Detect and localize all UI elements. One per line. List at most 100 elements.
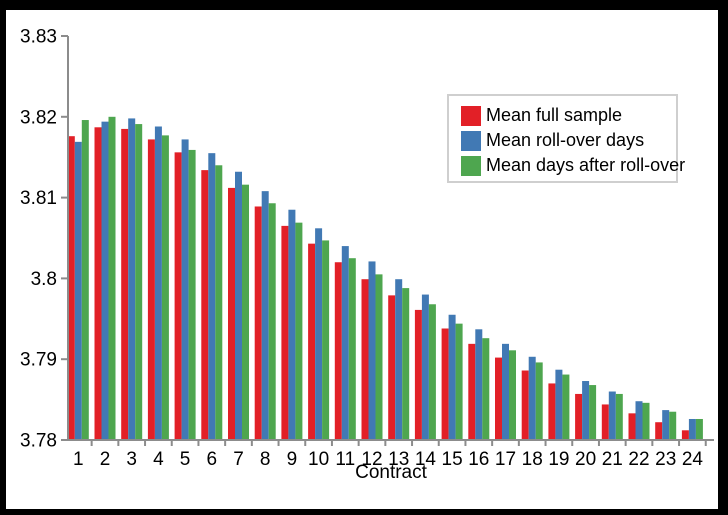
y-tick-label: 3.8 [31,269,57,290]
bar-s0-c7 [228,187,235,440]
bar-s0-c4 [147,139,155,441]
x-tick-label: 20 [575,449,596,470]
x-tick-label: 18 [522,449,543,470]
bar-s0-c13 [388,295,396,440]
bar-s1-c11 [341,246,349,440]
bar-s0-c6 [201,170,209,440]
bar-s2-c1 [81,120,89,440]
bar-s2-c24 [695,418,703,440]
bar-s2-c4 [161,135,169,440]
legend-swatch-green [461,155,481,176]
bar-s2-c20 [589,385,597,440]
x-tick-label: 19 [548,449,569,470]
legend-swatch-red [461,105,481,126]
x-tick-label: 9 [287,449,298,470]
bar-s2-c7 [242,184,249,440]
bar-s2-c18 [535,362,543,440]
x-tick-label: 24 [682,449,704,470]
y-tick-label: 3.81 [20,188,57,209]
bar-s1-c21 [608,391,616,440]
bar-s0-c9 [281,225,289,440]
x-axis-title: Contract [355,462,427,483]
legend-item-days-after-roll-over: Mean days after roll-over [461,153,685,178]
bar-s0-c10 [308,243,316,440]
bar-s0-c20 [575,393,583,440]
x-tick-label: 14 [415,449,437,470]
legend-label: Mean roll-over days [486,130,645,150]
bar-s0-c12 [361,279,369,440]
bar-s1-c23 [662,410,670,440]
y-tick-label: 3.82 [20,107,57,128]
bar-s2-c10 [322,240,330,440]
bar-s1-c6 [208,153,216,440]
bar-s0-c16 [468,343,476,440]
bar-s2-c19 [562,374,570,440]
bar-s1-c9 [288,209,296,440]
bar-s0-c3 [121,128,129,441]
bar-s2-c3 [135,124,143,440]
bar-s1-c15 [448,314,456,440]
bar-s2-c13 [402,288,410,440]
bar-s1-c2 [101,121,109,441]
bar-s0-c19 [548,383,556,440]
bar-s0-c22 [628,413,636,440]
bar-s2-c8 [268,203,276,440]
x-tick-label: 3 [126,449,137,470]
legend-item-roll-over-days: Mean roll-over days [461,128,676,153]
x-tick-label: 16 [468,449,489,470]
x-tick-label: 8 [260,449,271,470]
legend-item-full-sample: Mean full sample [461,103,676,128]
bar-s1-c4 [154,126,162,440]
x-tick-label: 6 [207,449,218,470]
bar-s0-c18 [521,370,529,440]
x-tick-label: 22 [628,449,649,470]
bar-s0-c11 [334,262,342,440]
bar-s2-c6 [215,165,223,440]
bar-s1-c8 [261,191,269,440]
bar-s0-c17 [495,357,502,440]
bar-s0-c1 [67,136,75,440]
legend-label: Mean days after roll-over [486,155,686,175]
x-tick-label: 10 [308,449,329,470]
bar-s1-c17 [502,343,509,440]
bar-s1-c7 [235,171,242,441]
y-tick-label: 3.79 [20,350,57,371]
legend-label: Mean full sample [486,105,623,125]
bar-s2-c9 [295,222,303,440]
x-tick-label: 5 [180,449,191,470]
y-tick-label: 3.78 [20,431,57,452]
bar-s0-c15 [441,328,449,440]
bar-s2-c12 [375,274,383,440]
bar-s1-c10 [315,228,323,440]
x-tick-label: 1 [73,449,84,470]
x-tick-label: 23 [655,449,676,470]
bar-s1-c20 [582,381,590,440]
bar-s2-c14 [428,304,436,440]
bar-s1-c1 [74,141,82,440]
x-tick-label: 4 [153,449,164,470]
bar-s1-c19 [555,369,563,440]
bar-s2-c17 [509,350,516,440]
bar-s2-c16 [482,338,490,440]
bar-s2-c5 [188,149,196,440]
bar-s1-c13 [395,279,403,440]
bar-s0-c8 [254,206,262,440]
bar-s0-c5 [174,152,182,440]
x-tick-label: 21 [602,449,623,470]
bar-s1-c12 [368,261,376,440]
bar-s2-c15 [455,323,463,440]
x-tick-label: 2 [100,449,111,470]
bar-s0-c2 [94,127,102,441]
x-tick-label: 12 [361,449,382,470]
bar-s2-c23 [669,411,677,440]
bar-s1-c14 [421,294,429,440]
bar-s1-c24 [688,418,696,440]
x-tick-label: 17 [495,449,516,470]
bar-s0-c21 [601,404,609,440]
bar-s0-c24 [681,430,689,440]
bar-s1-c5 [181,139,189,441]
bar-s2-c22 [642,402,650,440]
bar-s0-c23 [655,422,663,440]
